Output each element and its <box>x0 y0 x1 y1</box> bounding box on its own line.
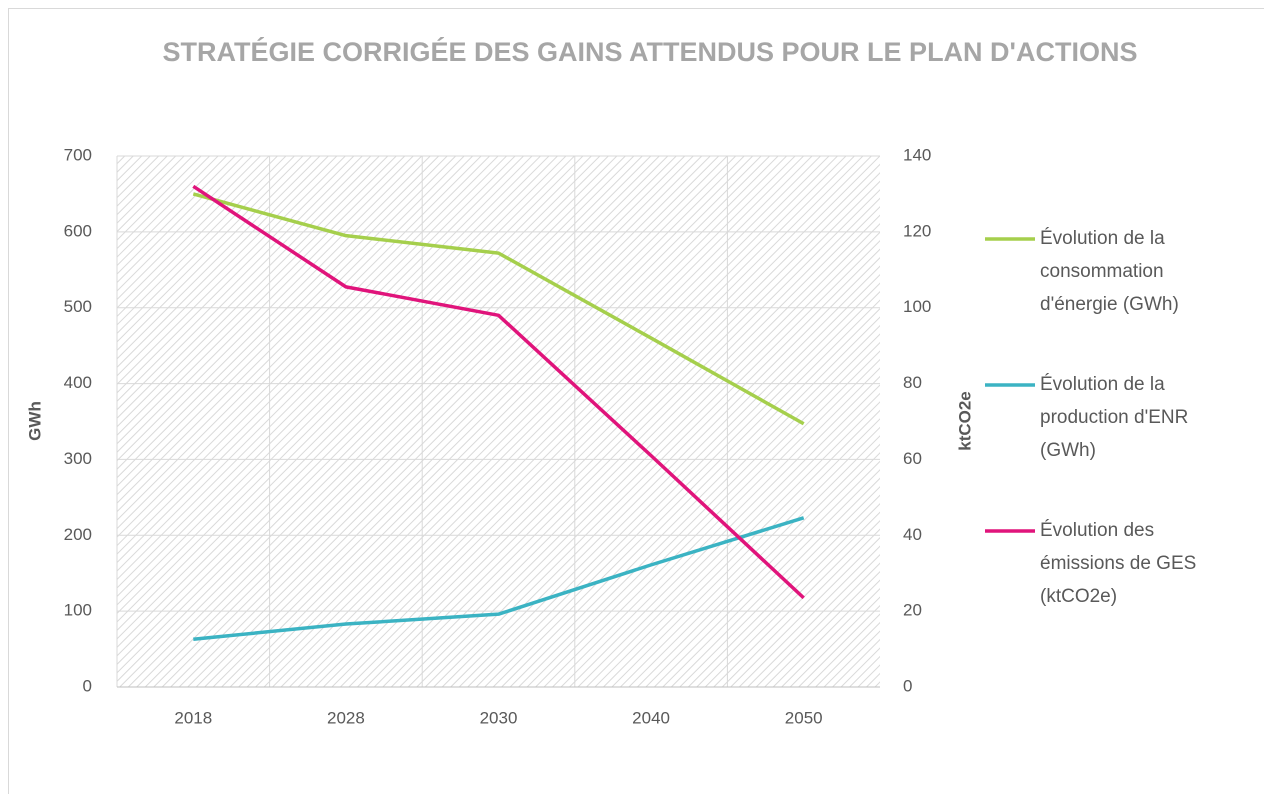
x-tick-label: 2030 <box>480 708 518 727</box>
legend-label: Évolution des émissions de GES (ktCO2e) <box>1040 520 1197 607</box>
series-line <box>192 192 805 426</box>
legend-label: Évolution de la production d'ENR (GWh) <box>1040 374 1189 461</box>
y-tick-label: 200 <box>64 525 92 544</box>
y-tick-label: 500 <box>64 297 92 316</box>
y2-tick-label: 140 <box>903 145 931 164</box>
y-tick-label: 400 <box>64 373 92 392</box>
y2-tick-label: 0 <box>903 676 912 695</box>
chart-title: STRATÉGIE CORRIGÉE DES GAINS ATTENDUS PO… <box>162 37 1138 67</box>
x-tick-label: 2050 <box>785 708 823 727</box>
y2-tick-label: 80 <box>903 373 922 392</box>
y2-axis-title: ktCO2e <box>955 391 974 451</box>
y2-tick-label: 120 <box>903 221 931 240</box>
chart-border <box>8 8 1264 794</box>
y2-tick-label: 20 <box>903 601 922 620</box>
y-tick-label: 600 <box>64 221 92 240</box>
legend-label: Évolution de la consommation d'énergie (… <box>1040 228 1179 315</box>
y2-tick-label: 100 <box>903 297 931 316</box>
y-axis-title: GWh <box>25 401 44 441</box>
y-tick-label: 0 <box>83 676 92 695</box>
y-tick-label: 100 <box>64 601 92 620</box>
y2-tick-label: 40 <box>903 525 922 544</box>
y2-tick-label: 60 <box>903 449 922 468</box>
y-tick-label: 700 <box>64 145 92 164</box>
x-tick-label: 2018 <box>174 708 212 727</box>
plot-background <box>117 156 880 687</box>
y-tick-label: 300 <box>64 449 92 468</box>
x-tick-label: 2040 <box>632 708 670 727</box>
x-tick-label: 2028 <box>327 708 365 727</box>
series-line <box>192 184 805 600</box>
series-line <box>193 516 805 641</box>
